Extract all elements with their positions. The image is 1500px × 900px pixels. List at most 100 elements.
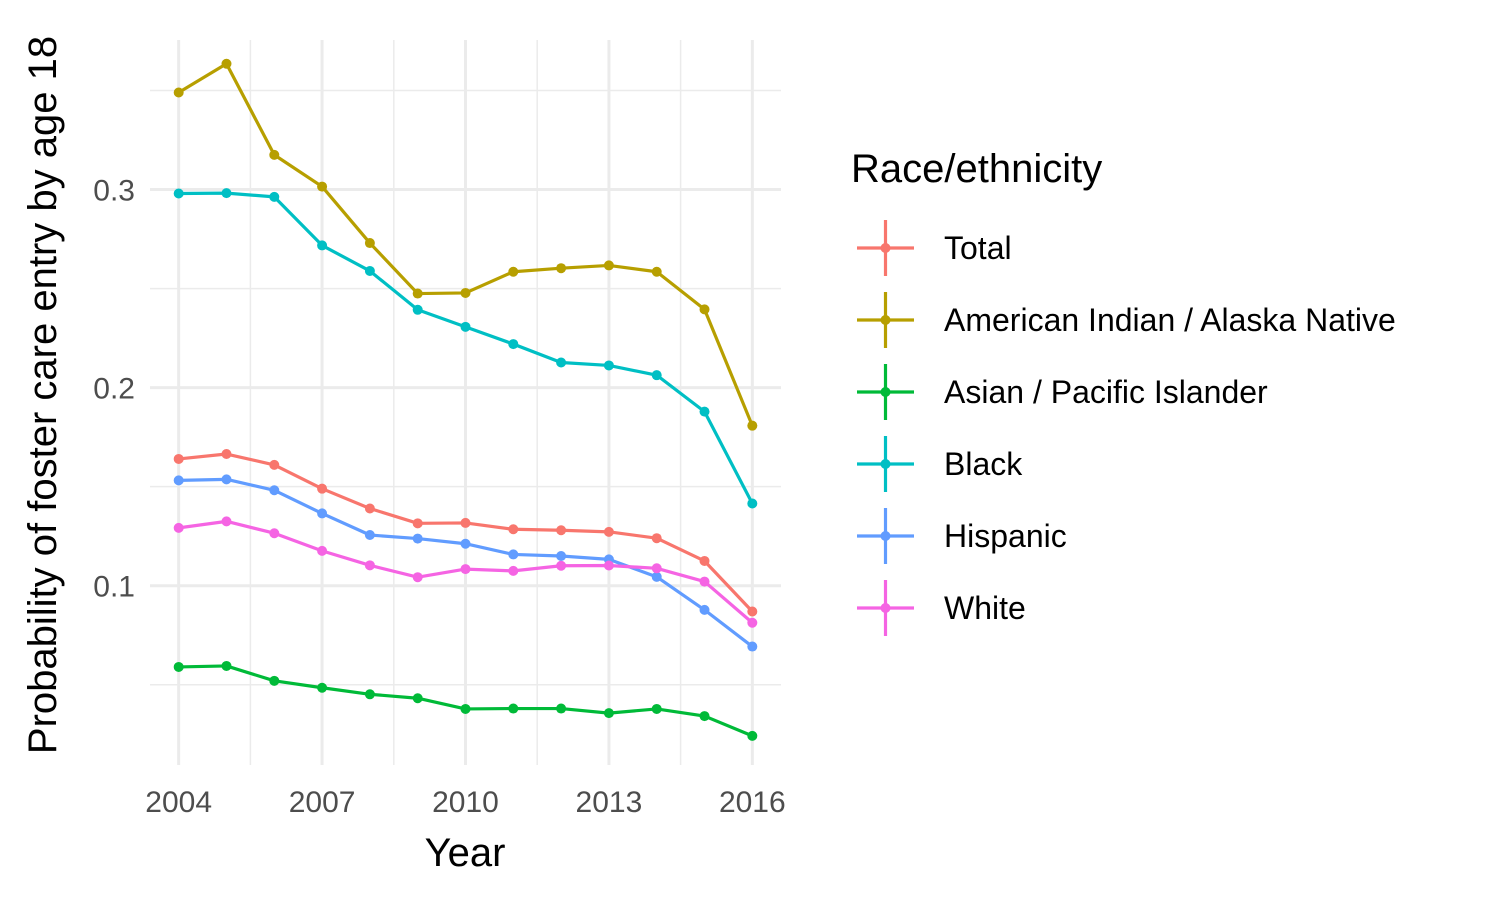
data-point: [412, 304, 423, 315]
x-tick-label: 2010: [432, 786, 499, 819]
data-point: [699, 555, 710, 566]
data-point: [317, 682, 328, 693]
data-point: [412, 518, 423, 529]
data-point: [651, 533, 662, 544]
data-point: [269, 485, 280, 496]
data-point: [269, 149, 280, 160]
data-point: [747, 641, 758, 652]
x-tick-label: 2013: [576, 786, 643, 819]
data-point: [364, 560, 375, 571]
series-asian-pacific-islander: [173, 660, 758, 741]
data-point: [651, 370, 662, 381]
y-tick-label: 0.2: [93, 373, 135, 406]
legend: Race/ethnicity Total American Indian / Al…: [851, 147, 1396, 636]
data-point: [603, 260, 614, 271]
data-point: [747, 498, 758, 509]
y-tick-label: 0.1: [93, 571, 135, 604]
data-point: [651, 571, 662, 582]
data-point: [173, 453, 184, 464]
data-point: [460, 538, 471, 549]
data-point: [556, 525, 567, 536]
x-tick-label: 2004: [145, 786, 212, 819]
legend-key-point: [880, 315, 891, 325]
series-american-indian-alaska-native: [173, 58, 758, 431]
data-point: [221, 58, 232, 69]
data-point: [651, 703, 662, 714]
data-point: [221, 474, 232, 485]
data-point: [699, 406, 710, 417]
legend-label: Asian / Pacific Islander: [944, 374, 1268, 410]
data-point: [412, 533, 423, 544]
data-point: [747, 617, 758, 628]
x-axis-title: Year: [425, 831, 506, 875]
y-axis-title: Probability of foster care entry by age …: [21, 36, 65, 754]
data-point: [364, 530, 375, 541]
x-tick-label: 2007: [289, 786, 356, 819]
x-axis-ticks: 2004 2007 2010 2013 2016: [145, 786, 785, 819]
data-point: [556, 357, 567, 368]
data-point: [651, 266, 662, 277]
data-point: [747, 420, 758, 431]
series-total: [173, 449, 758, 617]
data-point: [508, 565, 519, 576]
data-point: [317, 181, 328, 192]
legend-item-american-indian-alaska-native: American Indian / Alaska Native: [857, 292, 1396, 348]
legend-label: Total: [944, 230, 1012, 266]
grid-lines: [150, 40, 781, 765]
legend-item-black: Black: [857, 436, 1023, 492]
data-point: [603, 526, 614, 537]
data-point: [221, 188, 232, 199]
data-point: [460, 321, 471, 332]
data-point: [269, 191, 280, 202]
data-point: [317, 508, 328, 519]
data-point: [508, 266, 519, 277]
data-point: [603, 708, 614, 719]
legend-key-point: [880, 387, 891, 397]
legend-label: American Indian / Alaska Native: [944, 302, 1396, 338]
data-point: [460, 287, 471, 298]
legend-title: Race/ethnicity: [851, 147, 1102, 191]
data-point: [603, 560, 614, 571]
series-hispanic: [173, 474, 758, 652]
data-point: [412, 572, 423, 583]
legend-key-point: [880, 243, 891, 253]
data-point: [651, 563, 662, 574]
data-point: [269, 675, 280, 686]
data-point: [173, 522, 184, 533]
data-point: [364, 503, 375, 514]
data-point: [221, 660, 232, 671]
series-lines: [173, 58, 758, 741]
data-point: [364, 689, 375, 700]
data-point: [364, 265, 375, 276]
data-point: [221, 449, 232, 460]
data-point: [508, 549, 519, 560]
data-point: [699, 604, 710, 615]
data-point: [603, 360, 614, 371]
data-point: [556, 703, 567, 714]
data-point: [699, 576, 710, 587]
series-black: [173, 188, 758, 509]
data-point: [699, 711, 710, 722]
legend-item-total: Total: [857, 220, 1012, 276]
data-point: [173, 661, 184, 672]
legend-key-point: [880, 459, 891, 469]
data-point: [460, 564, 471, 575]
data-point: [269, 528, 280, 539]
data-point: [173, 188, 184, 199]
data-point: [556, 560, 567, 571]
legend-item-asian-pacific-islander: Asian / Pacific Islander: [857, 364, 1268, 420]
data-point: [412, 693, 423, 704]
series-white: [173, 516, 758, 628]
legend-key-point: [880, 531, 891, 541]
data-point: [747, 730, 758, 741]
legend-label: Hispanic: [944, 518, 1067, 554]
data-point: [317, 483, 328, 494]
y-axis-ticks: 0.1 0.2 0.3: [93, 175, 135, 604]
data-point: [460, 517, 471, 528]
x-tick-label: 2016: [719, 786, 786, 819]
data-point: [221, 516, 232, 527]
data-point: [699, 304, 710, 315]
legend-item-hispanic: Hispanic: [857, 508, 1067, 564]
legend-label: White: [944, 590, 1026, 626]
